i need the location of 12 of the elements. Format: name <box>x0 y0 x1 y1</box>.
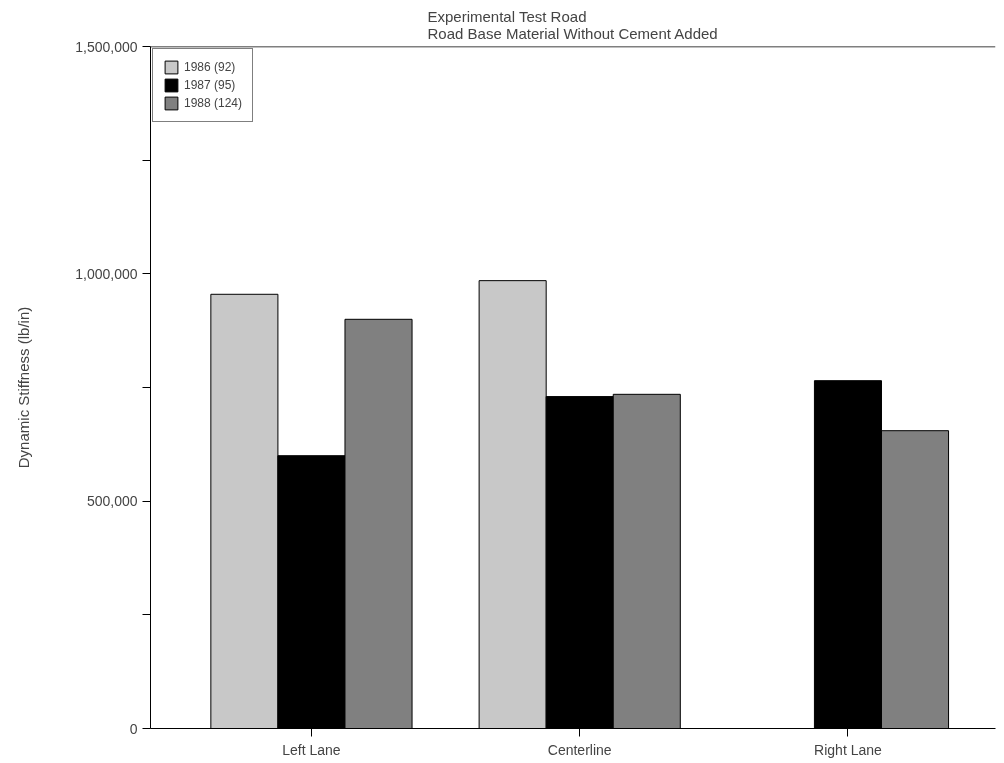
x-tick-label: Right Lane <box>814 741 883 758</box>
y-tick-label: 1,000,000 <box>75 265 138 282</box>
legend-label: 1986 (92) <box>184 60 236 74</box>
legend-label: 1987 (95) <box>184 78 236 92</box>
y-axis-title: Dynamic Stiffness (lb/in) <box>15 306 33 469</box>
x-tick-label: Left Lane <box>282 741 341 758</box>
x-tick-label: Centerline <box>547 741 612 758</box>
chart-title: Experimental Test Road Road Base Material Without Cement Added <box>427 7 718 42</box>
legend-label: 1988 (124) <box>184 96 243 110</box>
y-tick-label: 0 <box>129 720 138 737</box>
y-tick-label: 500,000 <box>86 493 138 510</box>
y-tick-label: 1,500,000 <box>75 38 138 55</box>
